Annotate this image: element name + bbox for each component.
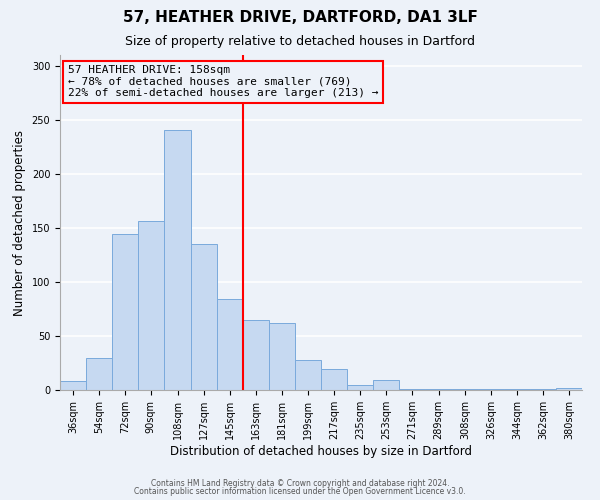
Bar: [138, 222, 164, 390]
Text: Size of property relative to detached houses in Dartford: Size of property relative to detached ho…: [125, 35, 475, 48]
Bar: [425, 389, 452, 390]
Bar: [243, 320, 269, 390]
Text: Contains HM Land Registry data © Crown copyright and database right 2024.: Contains HM Land Registry data © Crown c…: [151, 478, 449, 488]
Text: Contains public sector information licensed under the Open Government Licence v3: Contains public sector information licen…: [134, 487, 466, 496]
Text: 57 HEATHER DRIVE: 158sqm
← 78% of detached houses are smaller (769)
22% of semi-: 57 HEATHER DRIVE: 158sqm ← 78% of detach…: [68, 65, 379, 98]
Bar: [269, 323, 295, 390]
Bar: [504, 389, 530, 390]
Bar: [347, 384, 373, 390]
Y-axis label: Number of detached properties: Number of detached properties: [13, 130, 26, 316]
Bar: [112, 234, 138, 390]
Bar: [452, 389, 478, 390]
Text: 57, HEATHER DRIVE, DARTFORD, DA1 3LF: 57, HEATHER DRIVE, DARTFORD, DA1 3LF: [122, 10, 478, 25]
Bar: [86, 358, 112, 390]
Bar: [373, 380, 399, 390]
Bar: [164, 130, 191, 390]
X-axis label: Distribution of detached houses by size in Dartford: Distribution of detached houses by size …: [170, 444, 472, 458]
Bar: [321, 370, 347, 390]
Bar: [60, 382, 86, 390]
Bar: [295, 360, 321, 390]
Bar: [556, 388, 582, 390]
Bar: [530, 389, 556, 390]
Bar: [399, 389, 425, 390]
Bar: [191, 244, 217, 390]
Bar: [217, 299, 243, 390]
Bar: [478, 389, 504, 390]
